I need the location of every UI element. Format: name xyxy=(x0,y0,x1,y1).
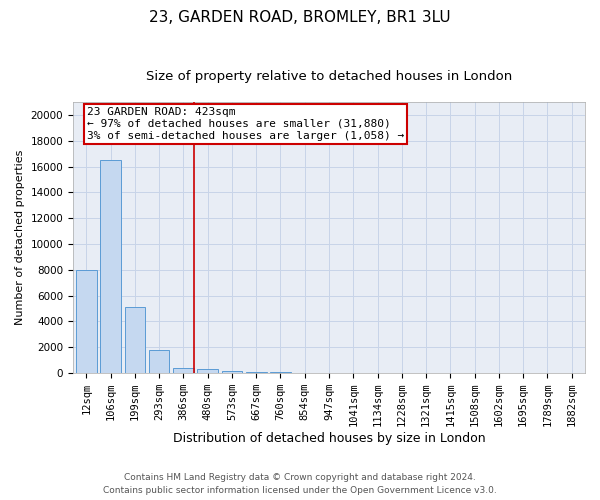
Bar xyxy=(270,372,291,373)
Bar xyxy=(125,307,145,373)
Bar xyxy=(76,270,97,373)
Text: Contains HM Land Registry data © Crown copyright and database right 2024.
Contai: Contains HM Land Registry data © Crown c… xyxy=(103,474,497,495)
Bar xyxy=(246,372,266,373)
Text: 23 GARDEN ROAD: 423sqm
← 97% of detached houses are smaller (31,880)
3% of semi-: 23 GARDEN ROAD: 423sqm ← 97% of detached… xyxy=(87,108,404,140)
Bar xyxy=(100,160,121,373)
Bar xyxy=(149,350,169,373)
Bar xyxy=(221,371,242,373)
Y-axis label: Number of detached properties: Number of detached properties xyxy=(15,150,25,326)
X-axis label: Distribution of detached houses by size in London: Distribution of detached houses by size … xyxy=(173,432,485,445)
Bar xyxy=(173,368,194,373)
Text: 23, GARDEN ROAD, BROMLEY, BR1 3LU: 23, GARDEN ROAD, BROMLEY, BR1 3LU xyxy=(149,10,451,25)
Title: Size of property relative to detached houses in London: Size of property relative to detached ho… xyxy=(146,70,512,83)
Bar xyxy=(197,369,218,373)
